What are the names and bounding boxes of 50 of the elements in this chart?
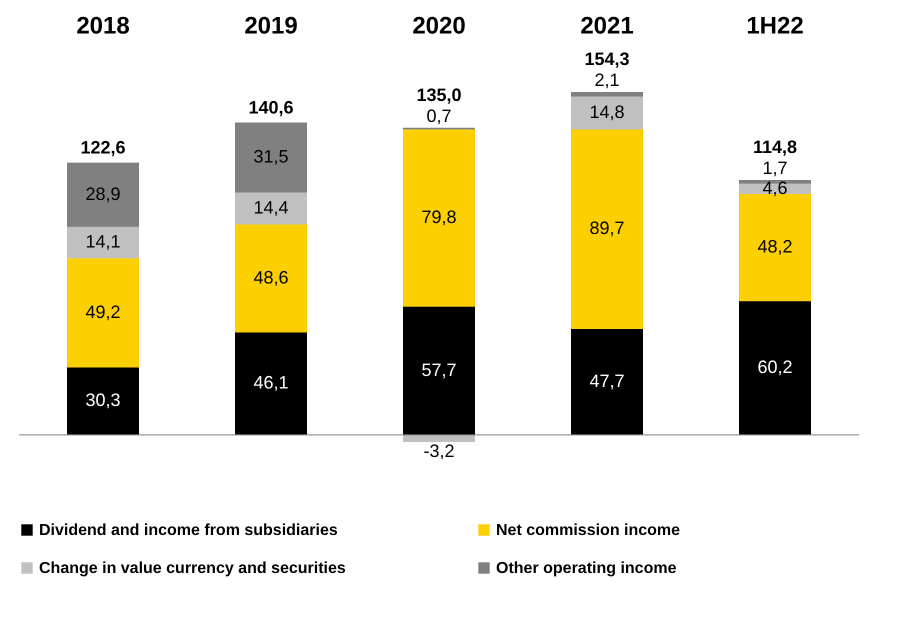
- data-label: 30,3: [85, 390, 121, 410]
- bar: [67, 258, 139, 368]
- total-label: 140,6: [248, 97, 294, 118]
- bar: [739, 301, 811, 435]
- bar: [235, 332, 307, 435]
- legend-label: Dividend and income from subsidiaries: [39, 522, 338, 539]
- x-tick-label: 2021: [580, 12, 634, 40]
- legend-label: Net commission income: [496, 522, 680, 539]
- data-label: 79,8: [421, 207, 457, 227]
- data-label: 28,9: [85, 184, 121, 204]
- total-label: 154,3: [584, 49, 630, 69]
- legend-label: Other operating income: [496, 560, 677, 577]
- data-label: 60,2: [757, 357, 793, 377]
- bar: [67, 226, 139, 258]
- data-label: 89,7: [589, 218, 625, 238]
- data-label: 57,7: [421, 360, 457, 380]
- bar: [571, 130, 643, 329]
- x-tick-label: 2019: [244, 12, 298, 40]
- total-label: 135,0: [416, 84, 462, 105]
- bar: [403, 129, 475, 307]
- data-label: 46,1: [253, 372, 289, 393]
- data-label: 2,1: [594, 70, 620, 90]
- bar: [571, 328, 643, 435]
- bar: [235, 192, 307, 224]
- data-label: 14,8: [589, 102, 625, 122]
- data-label: 0,7: [426, 106, 452, 126]
- data-label: 31,5: [253, 146, 289, 166]
- data-label: -3,2: [423, 441, 455, 461]
- bar: [67, 368, 139, 435]
- legend-label: Change in value currency and securities: [39, 560, 346, 577]
- bar: [403, 306, 475, 435]
- data-label: 47,7: [589, 370, 625, 391]
- x-tick-label: 2020: [412, 12, 466, 40]
- bar: [403, 434, 475, 442]
- total-label: 122,6: [80, 138, 126, 158]
- data-label: 49,2: [85, 302, 121, 322]
- data-label: 48,6: [253, 267, 289, 288]
- data-label: 4,6: [762, 178, 788, 198]
- data-label: 48,2: [757, 236, 793, 257]
- bar: [571, 92, 643, 97]
- x-tick-label: 1H22: [746, 12, 804, 40]
- bar: [235, 122, 307, 192]
- data-label: 14,1: [85, 232, 121, 252]
- data-label: 14,4: [253, 197, 289, 218]
- data-label: 1,7: [762, 158, 788, 178]
- bar: [571, 96, 643, 130]
- x-tick-label: 2018: [76, 12, 130, 40]
- bar: [67, 162, 139, 227]
- total-label: 114,8: [752, 137, 798, 157]
- bar: [235, 224, 307, 332]
